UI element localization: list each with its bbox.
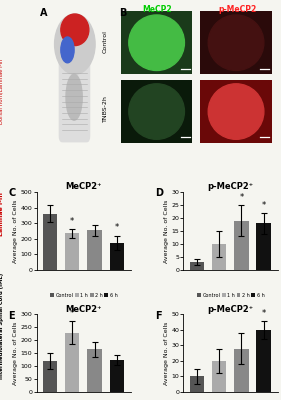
Legend: Control, 1 h, 2 h, 6 h: Control, 1 h, 2 h, 6 h [49,291,119,300]
Text: Dorsal Horn/Laminae I-III: Dorsal Horn/Laminae I-III [0,60,4,124]
Y-axis label: Average No. of Cells: Average No. of Cells [164,199,169,263]
Bar [65,332,80,392]
Bar [234,221,249,270]
FancyBboxPatch shape [200,11,272,74]
Text: *: * [262,308,266,318]
Bar [190,262,204,270]
Title: MeCP2⁺: MeCP2⁺ [66,182,102,192]
FancyBboxPatch shape [121,80,192,143]
Text: Control: Control [103,30,108,53]
Text: Intermediolateral Spinal Cord (IML): Intermediolateral Spinal Cord (IML) [0,273,4,379]
Text: MeCP2: MeCP2 [142,5,171,14]
Ellipse shape [55,14,95,74]
Title: p-MeCP2⁺: p-MeCP2⁺ [208,182,254,192]
Text: Laminae I-III: Laminae I-III [0,192,4,236]
Text: *: * [70,309,74,318]
Y-axis label: Average No. of Cells: Average No. of Cells [13,199,18,263]
Bar [257,330,271,392]
Ellipse shape [61,14,89,46]
Bar [65,233,80,270]
Bar [212,361,226,392]
Y-axis label: Average No. of Cells: Average No. of Cells [164,322,169,385]
Text: D: D [155,188,163,198]
Bar [212,244,226,270]
Bar [87,349,102,392]
Legend: Control, 1 h, 2 h, 6 h: Control, 1 h, 2 h, 6 h [195,291,266,300]
FancyBboxPatch shape [200,80,272,143]
Ellipse shape [208,15,264,70]
Bar [190,376,204,392]
Bar [110,242,124,270]
Text: p-MeCP2: p-MeCP2 [219,5,257,14]
Ellipse shape [61,37,74,63]
Text: A: A [40,8,48,18]
Text: *: * [239,193,244,202]
Text: *: * [115,224,119,232]
Title: MeCP2⁺: MeCP2⁺ [66,305,102,314]
FancyBboxPatch shape [121,11,192,74]
Bar [43,361,57,392]
Ellipse shape [129,84,184,139]
Y-axis label: Average No. of Cells: Average No. of Cells [13,322,18,385]
Title: p-MeCP2⁺: p-MeCP2⁺ [208,305,254,314]
Text: *: * [70,216,74,226]
Bar [234,348,249,392]
Ellipse shape [208,84,264,139]
FancyBboxPatch shape [59,56,90,142]
Text: B: B [119,8,127,18]
Bar [43,214,57,270]
Text: F: F [155,311,162,321]
Bar [257,223,271,270]
Ellipse shape [129,15,184,70]
Bar [110,360,124,392]
Text: E: E [8,311,15,321]
Text: TNBS-2h: TNBS-2h [103,95,108,122]
Text: C: C [8,188,15,198]
Bar [87,230,102,270]
Text: *: * [262,201,266,210]
Ellipse shape [66,74,82,120]
